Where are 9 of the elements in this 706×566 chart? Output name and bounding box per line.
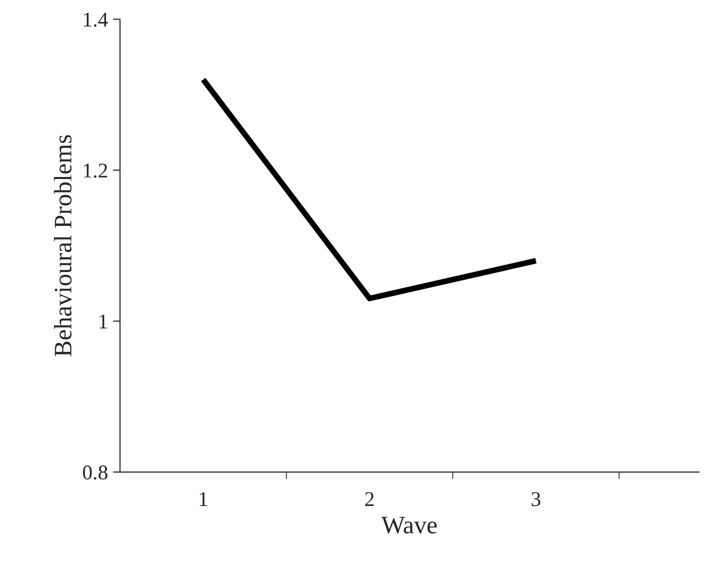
y-tick-label: 1.4 [84, 12, 108, 27]
x-axis-title: Wave [381, 516, 437, 534]
x-tick-label: 3 [532, 492, 540, 506]
y-axis-title: Behavioural Problems [54, 135, 72, 356]
y-tick-label: 1 [100, 314, 107, 328]
y-tick-label: 0.8 [82, 465, 108, 480]
y-tick-label: 1.2 [84, 164, 108, 178]
x-tick-label: 2 [365, 492, 374, 506]
x-tick-label: 1 [200, 492, 208, 506]
